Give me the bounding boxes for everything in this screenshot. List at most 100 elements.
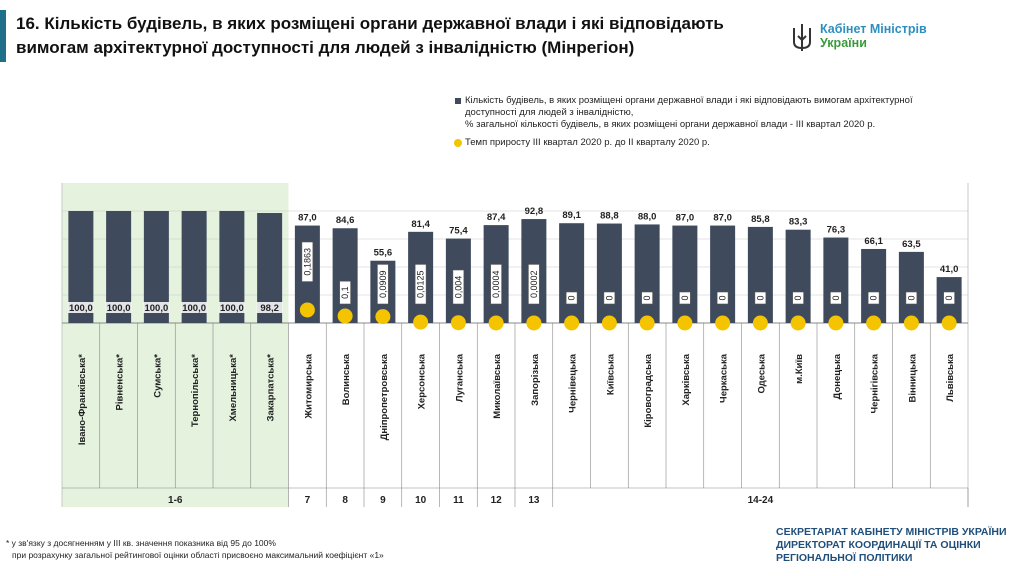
growth-label-box bbox=[490, 264, 502, 305]
category-label: Вінницька bbox=[907, 353, 918, 402]
bar-value-label: 63,5 bbox=[902, 239, 921, 250]
growth-dot bbox=[790, 315, 806, 331]
growth-value-label: 0,0909 bbox=[378, 270, 388, 298]
bar bbox=[559, 223, 585, 323]
category-label: Хмельницька* bbox=[228, 354, 239, 422]
legend-bar-label-line1: Кількість будівель, в яких розміщені орг… bbox=[465, 95, 913, 106]
growth-label-box bbox=[716, 291, 729, 305]
growth-label-box bbox=[754, 291, 767, 305]
bar bbox=[823, 237, 849, 323]
bar-value-label: 76,3 bbox=[827, 225, 846, 236]
page-title-line2: вимогам архітектурної доступності для лю… bbox=[16, 38, 635, 57]
growth-value-label: 0 bbox=[642, 295, 652, 300]
chart-legend: Кількість будівель, в яких розміщені орг… bbox=[454, 95, 995, 155]
rank-label: 1-6 bbox=[168, 495, 183, 506]
category-label: Волинська bbox=[341, 353, 352, 405]
growth-dot bbox=[299, 302, 315, 318]
bar bbox=[861, 248, 887, 323]
growth-label-box bbox=[641, 291, 653, 305]
bar-value-label: 87,4 bbox=[487, 212, 506, 223]
bar-value-label: 84,6 bbox=[336, 215, 355, 226]
bar bbox=[332, 228, 358, 323]
bar-value-label: 87,0 bbox=[676, 213, 695, 224]
bar bbox=[634, 224, 660, 323]
growth-dot bbox=[450, 315, 466, 331]
category-label: Кіровоградська bbox=[643, 353, 654, 427]
growth-label-box bbox=[528, 264, 540, 305]
category-label: Київська bbox=[605, 353, 616, 395]
data-label-bg bbox=[143, 302, 170, 313]
growth-label-box bbox=[943, 291, 955, 305]
legend-item-dots: Темп приросту ІІІ квартал 2020 р. до ІІ … bbox=[454, 137, 995, 149]
logo-text-line2: України bbox=[820, 36, 867, 50]
bar-value-label: 66,1 bbox=[864, 236, 883, 247]
bar-value-label: 100,0 bbox=[144, 303, 168, 314]
growth-label-box bbox=[603, 291, 616, 305]
trident-icon bbox=[793, 24, 811, 51]
rank-label: 13 bbox=[528, 495, 540, 506]
rank-label: 11 bbox=[453, 495, 464, 506]
title-accent-bar bbox=[0, 10, 6, 62]
growth-dot bbox=[639, 315, 655, 331]
bar-value-label: 100,0 bbox=[107, 303, 131, 314]
bar bbox=[785, 229, 811, 323]
growth-dot bbox=[526, 315, 542, 331]
logo-text: Кабінет Міністрів України bbox=[820, 22, 927, 50]
growth-label-box bbox=[905, 291, 918, 305]
growth-value-label: 0 bbox=[944, 295, 954, 300]
footer-line2: ДИРЕКТОРАТ КООРДИНАЦІЇ ТА ОЦІНКИ bbox=[776, 539, 981, 551]
category-label: Львівська bbox=[945, 353, 956, 401]
growth-value-label: 0 bbox=[869, 295, 879, 300]
bar-value-label: 87,0 bbox=[713, 213, 732, 224]
bar-value-label: 89,1 bbox=[562, 210, 581, 221]
growth-value-label: 0 bbox=[831, 295, 841, 300]
growth-value-label: 0,0125 bbox=[416, 270, 426, 298]
category-label: Запорізька bbox=[530, 353, 541, 406]
page-title: 16. Кількість будівель, в яких розміщені… bbox=[16, 12, 736, 60]
data-label-bg bbox=[218, 302, 245, 313]
growth-value-label: 0 bbox=[906, 295, 916, 300]
bar-value-label: 87,0 bbox=[298, 213, 317, 224]
footnote: * у зв'язку з досягненням у ІІІ кв. знач… bbox=[6, 537, 384, 561]
bar-value-label: 88,0 bbox=[638, 211, 657, 222]
legend-bar-label-line2: доступності для людей з інвалідністю, bbox=[465, 107, 634, 118]
cabinet-logo: Кабінет Міністрів України bbox=[790, 22, 990, 52]
growth-value-label: 0,1 bbox=[340, 286, 350, 299]
bar bbox=[672, 225, 698, 323]
data-label-bg bbox=[105, 302, 132, 313]
page-title-line1: 16. Кількість будівель, в яких розміщені… bbox=[16, 14, 724, 33]
bar bbox=[596, 223, 622, 323]
growth-dot bbox=[752, 315, 768, 331]
bar bbox=[898, 251, 924, 323]
bar-value-label: 88,8 bbox=[600, 211, 619, 222]
category-label: Житомирська bbox=[303, 353, 314, 419]
growth-dot bbox=[375, 309, 391, 325]
category-label: Черкаська bbox=[719, 353, 730, 403]
growth-value-label: 0,0004 bbox=[491, 270, 501, 298]
growth-dot bbox=[866, 315, 882, 331]
bar-value-label: 75,4 bbox=[449, 226, 468, 237]
legend-dot-label: Темп приросту ІІІ квартал 2020 р. до ІІ … bbox=[465, 137, 710, 148]
bar-value-label: 55,6 bbox=[374, 248, 393, 259]
growth-label-box bbox=[565, 291, 578, 305]
growth-value-label: 0 bbox=[604, 295, 614, 300]
bar bbox=[747, 226, 773, 323]
bar-value-label: 100,0 bbox=[182, 303, 206, 314]
footer-line1: СЕКРЕТАРІАТ КАБІНЕТУ МІНІСТРІВ УКРАЇНИ bbox=[776, 526, 1007, 538]
growth-label-box bbox=[830, 291, 842, 305]
growth-label-box bbox=[377, 264, 389, 305]
category-label: Харківська bbox=[681, 353, 692, 405]
growth-label-box bbox=[452, 269, 465, 305]
rank-label: 12 bbox=[491, 495, 503, 506]
growth-dot bbox=[601, 315, 617, 331]
category-label: Рівненська* bbox=[115, 354, 126, 411]
category-label: Дніпропетровська bbox=[379, 353, 390, 440]
category-label: Одеська bbox=[756, 353, 767, 393]
growth-dot bbox=[337, 308, 353, 324]
rank-label: 14-24 bbox=[748, 495, 774, 506]
category-label: Івано-Франківська* bbox=[77, 354, 88, 445]
bar-value-label: 85,8 bbox=[751, 214, 770, 225]
growth-dot bbox=[903, 315, 919, 331]
growth-value-label: 0,1863 bbox=[302, 248, 312, 276]
